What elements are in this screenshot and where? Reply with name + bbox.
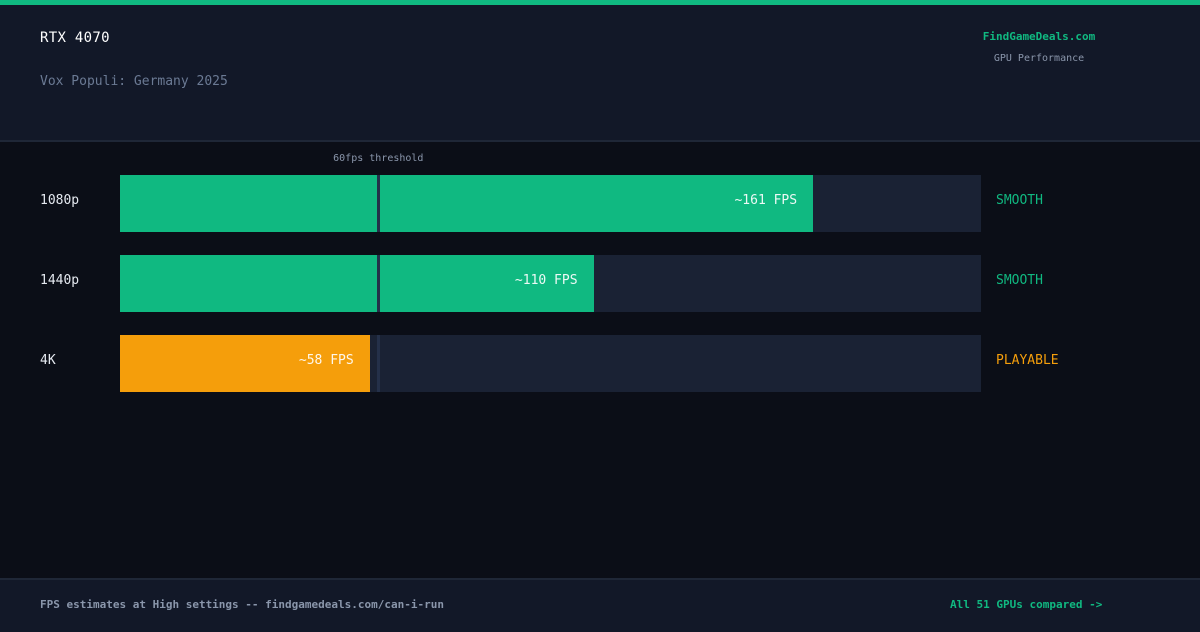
fps-value-label: ~161 FPS bbox=[734, 193, 798, 208]
fps-bar: ~110 FPS bbox=[120, 255, 594, 312]
resolution-label: 4K bbox=[40, 353, 56, 368]
resolution-label: 1440p bbox=[40, 273, 80, 288]
footer: FPS estimates at High settings -- findga… bbox=[0, 578, 1200, 632]
fps-value-label: ~58 FPS bbox=[298, 353, 354, 368]
status-label: SMOOTH bbox=[996, 193, 1043, 208]
fps-bar: ~58 FPS bbox=[120, 335, 370, 392]
fps-bar: ~161 FPS bbox=[120, 175, 814, 232]
threshold-label: 60fps threshold bbox=[333, 153, 424, 164]
bar-row: 1440p ~110 FPS SMOOTH bbox=[0, 255, 1200, 312]
bar-row: 4K ~58 FPS PLAYABLE bbox=[0, 335, 1200, 392]
header: RTX 4070 Vox Populi: Germany 2025 FindGa… bbox=[0, 5, 1200, 142]
fps-value-label: ~110 FPS bbox=[514, 273, 578, 288]
all-gpus-link[interactable]: All 51 GPUs compared -> bbox=[950, 598, 1103, 611]
status-label: PLAYABLE bbox=[996, 353, 1059, 368]
bar-row: 1080p ~161 FPS SMOOTH bbox=[0, 175, 1200, 232]
resolution-label: 1080p bbox=[40, 193, 80, 208]
threshold-line bbox=[377, 175, 381, 232]
footer-note: FPS estimates at High settings -- findga… bbox=[40, 598, 444, 611]
gpu-title: RTX 4070 bbox=[40, 30, 110, 46]
status-label: SMOOTH bbox=[996, 273, 1043, 288]
brand-subtitle: GPU Performance bbox=[993, 53, 1085, 64]
fps-bar-chart: 60fps threshold 1080p ~161 FPS SMOOTH 1440p… bbox=[0, 142, 1200, 578]
brand-name[interactable]: FindGameDeals.com bbox=[982, 30, 1096, 43]
bar-track: ~110 FPS bbox=[120, 255, 981, 312]
game-subtitle: Vox Populi: Germany 2025 bbox=[40, 74, 228, 89]
threshold-line bbox=[377, 255, 381, 312]
bar-track: ~58 FPS bbox=[120, 335, 981, 392]
accent-bar bbox=[0, 0, 1200, 5]
bar-track: ~161 FPS bbox=[120, 175, 981, 232]
threshold-line bbox=[377, 335, 381, 392]
